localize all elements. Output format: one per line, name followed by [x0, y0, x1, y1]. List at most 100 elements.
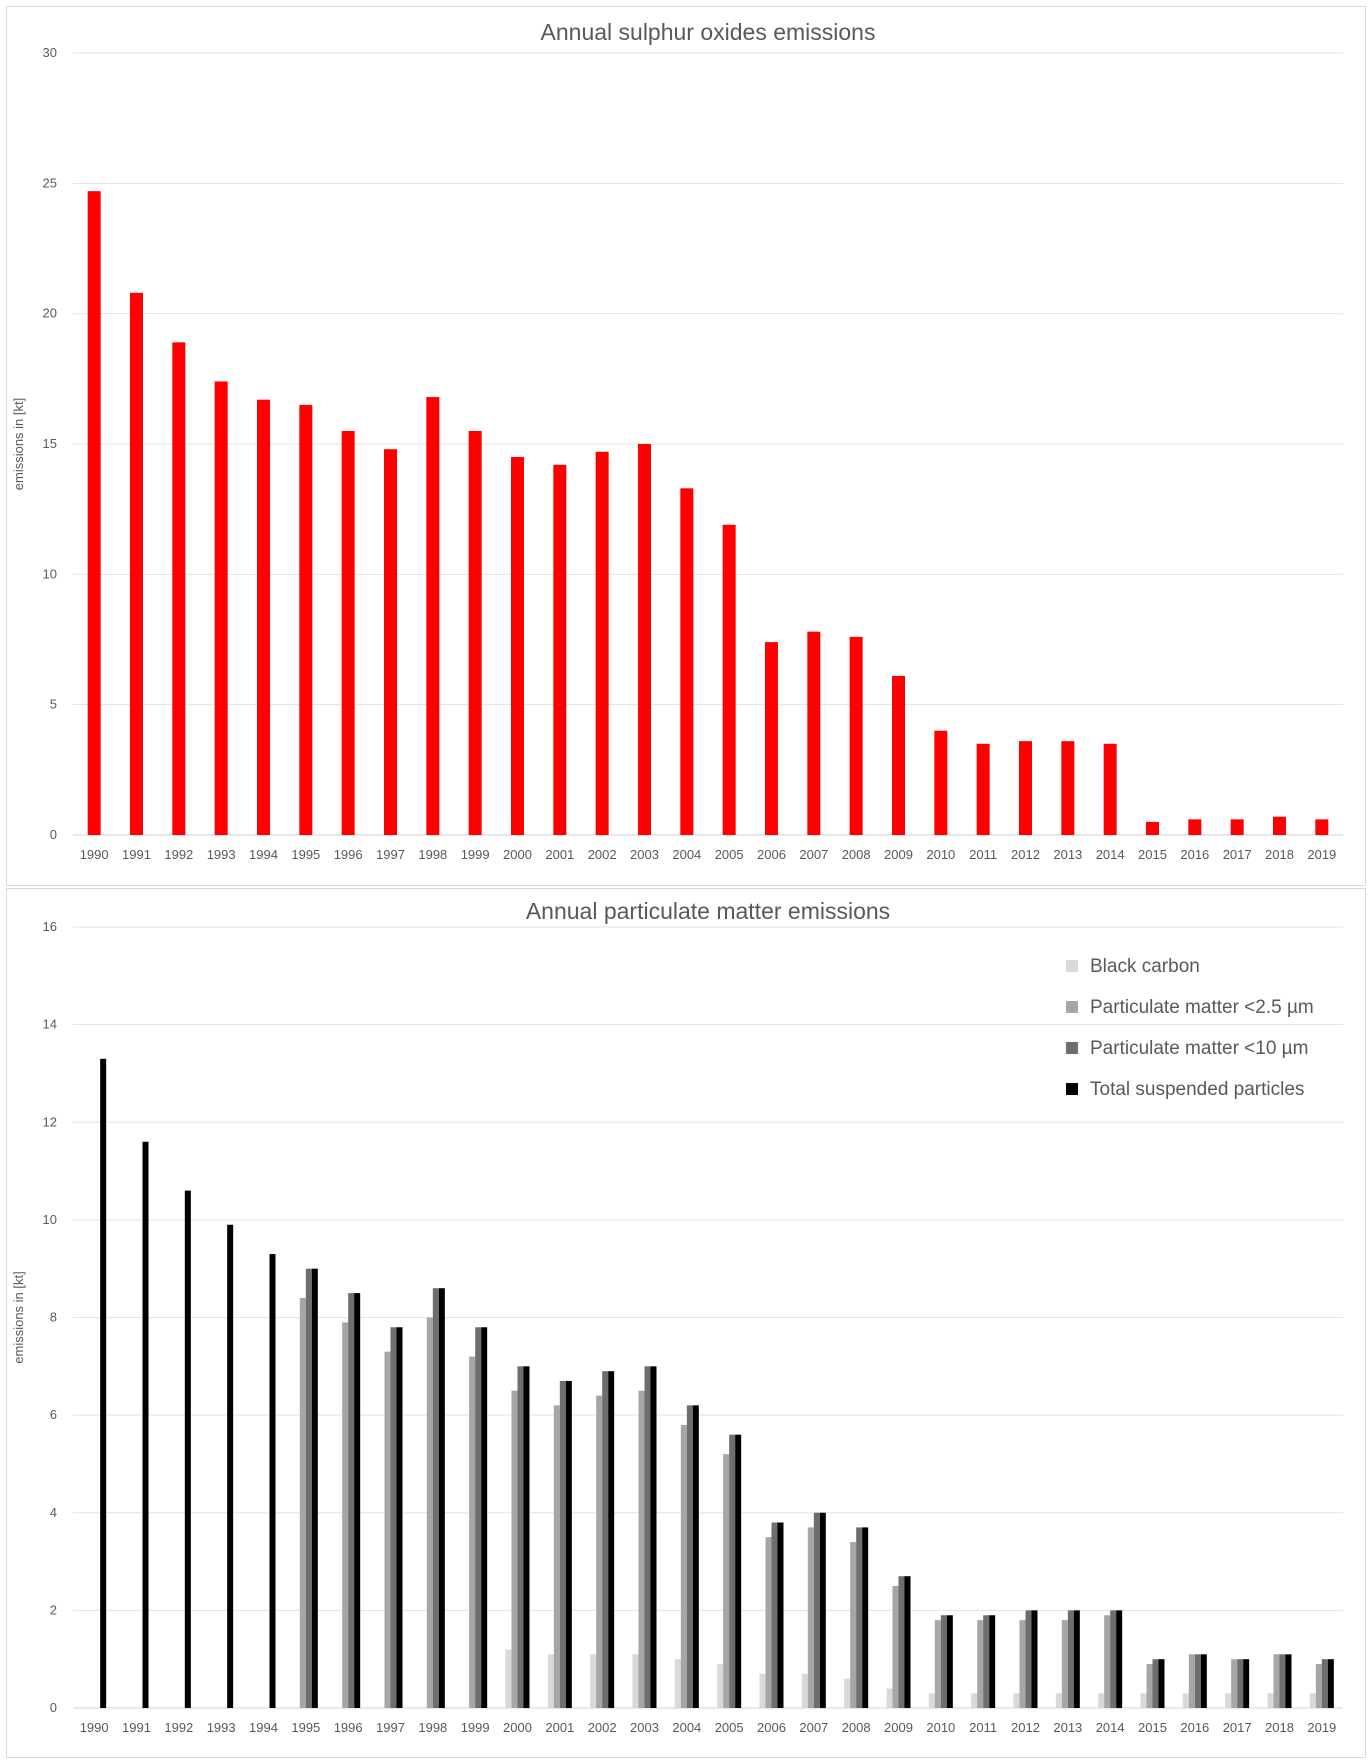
- x-tick-label: 1991: [122, 847, 151, 862]
- bar: [299, 404, 313, 835]
- legend-label: Black carbon: [1090, 956, 1200, 977]
- legend-swatch: [1066, 1001, 1078, 1013]
- bar: [1200, 1654, 1207, 1708]
- bar: [469, 1356, 476, 1708]
- bar: [1327, 1659, 1334, 1708]
- bar: [1013, 1693, 1020, 1708]
- x-tick-label: 2014: [1096, 847, 1125, 862]
- bar: [1267, 1693, 1274, 1708]
- bar: [1067, 1610, 1074, 1708]
- x-tick-label: 2005: [715, 1720, 744, 1735]
- bar: [1146, 1664, 1153, 1708]
- bar: [547, 1654, 554, 1708]
- bar: [977, 1620, 984, 1708]
- bar: [844, 1678, 851, 1708]
- y-tick-label: 8: [50, 1310, 57, 1325]
- bar: [692, 1405, 699, 1708]
- bar: [632, 1654, 639, 1708]
- x-tick-label: 1995: [291, 847, 320, 862]
- bar: [1225, 1693, 1232, 1708]
- y-tick-label: 14: [43, 1017, 57, 1032]
- x-tick-label: 2001: [545, 847, 574, 862]
- bar: [674, 1659, 681, 1708]
- y-tick-label: 25: [43, 175, 57, 190]
- bar: [1061, 741, 1075, 835]
- bar: [432, 1288, 439, 1708]
- x-tick-label: 1994: [249, 847, 278, 862]
- bar: [680, 488, 694, 835]
- bar: [553, 1405, 560, 1708]
- bar: [1019, 1620, 1026, 1708]
- bar: [130, 292, 143, 835]
- bar: [971, 1693, 978, 1708]
- bar: [348, 1293, 355, 1708]
- x-tick-label: 2002: [588, 847, 617, 862]
- x-tick-label: 1991: [122, 1720, 151, 1735]
- bar: [1194, 1654, 1201, 1708]
- bar: [1321, 1659, 1328, 1708]
- bar: [729, 1434, 736, 1708]
- bar: [1243, 1659, 1250, 1708]
- bar: [1182, 1693, 1189, 1708]
- x-tick-label: 2004: [672, 847, 701, 862]
- x-tick-label: 2011: [969, 1720, 997, 1735]
- bar: [299, 1297, 306, 1708]
- y-tick-label: 15: [43, 436, 57, 451]
- bar: [759, 1673, 766, 1708]
- legend-label: Particulate matter <10 µm: [1090, 1038, 1308, 1059]
- y-tick-label: 2: [50, 1602, 57, 1617]
- bar: [807, 1527, 814, 1708]
- x-tick-label: 2013: [1053, 847, 1082, 862]
- x-tick-label: 1992: [164, 1720, 193, 1735]
- bar: [722, 524, 736, 835]
- bar: [650, 1366, 657, 1708]
- bar: [1309, 1693, 1316, 1708]
- y-tick-label: 5: [50, 697, 57, 712]
- chart-title: Annual sulphur oxides emissions: [541, 19, 876, 45]
- bar: [602, 1371, 609, 1708]
- x-tick-label: 2002: [588, 1720, 617, 1735]
- bar: [850, 1542, 857, 1708]
- bar: [940, 1615, 947, 1708]
- x-tick-label: 2012: [1011, 1720, 1040, 1735]
- x-tick-label: 2008: [842, 847, 871, 862]
- y-tick-label: 10: [43, 1212, 57, 1227]
- bar: [608, 1371, 615, 1708]
- particulate-matter-chart-panel: Annual particulate matter emissions emis…: [6, 888, 1366, 1758]
- x-tick-label: 1996: [334, 1720, 363, 1735]
- bar: [342, 1322, 349, 1708]
- bar: [511, 1390, 518, 1708]
- legend-swatch: [1066, 1083, 1078, 1095]
- x-tick-label: 2019: [1307, 847, 1336, 862]
- bar: [438, 1288, 445, 1708]
- bar: [354, 1293, 361, 1708]
- x-tick-label: 2018: [1265, 847, 1294, 862]
- bar: [904, 1576, 911, 1708]
- bar: [1152, 1659, 1159, 1708]
- x-tick-label: 1997: [376, 847, 405, 862]
- bar: [1103, 743, 1117, 835]
- bar: [723, 1454, 730, 1708]
- bar: [517, 1366, 524, 1708]
- bar: [1273, 1654, 1280, 1708]
- x-tick-label: 1993: [207, 847, 236, 862]
- bar: [384, 1351, 391, 1708]
- bar: [305, 1268, 312, 1708]
- x-tick-label: 2010: [926, 847, 955, 862]
- bar: [426, 1317, 433, 1708]
- bar: [311, 1268, 318, 1708]
- x-tick-label: 2017: [1223, 1720, 1252, 1735]
- bar: [269, 1254, 276, 1708]
- bar: [765, 642, 778, 835]
- x-tick-label: 2019: [1307, 1720, 1336, 1735]
- bar: [390, 1327, 397, 1708]
- bar: [989, 1615, 996, 1708]
- bar: [934, 1620, 941, 1708]
- x-tick-label: 1998: [418, 847, 447, 862]
- bar: [341, 430, 355, 835]
- bar: [686, 1405, 693, 1708]
- legend-label: Total suspended particles: [1090, 1079, 1304, 1100]
- x-tick-label: 2013: [1053, 1720, 1082, 1735]
- bar: [1110, 1610, 1117, 1708]
- bar: [638, 444, 651, 835]
